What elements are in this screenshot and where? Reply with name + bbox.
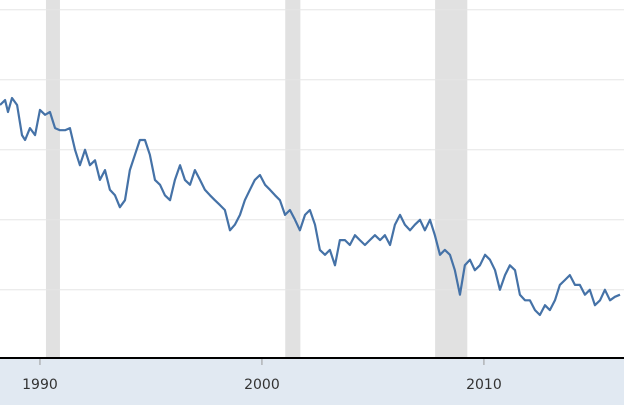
recession-band (285, 0, 301, 357)
recession-band (45, 0, 60, 357)
x-tick-label: 1990 (22, 377, 58, 393)
x-tick-label: 2000 (244, 377, 280, 393)
x-tick-label: 2010 (466, 377, 502, 393)
recession-band (435, 0, 468, 357)
x-axis-band (0, 358, 624, 405)
data-line (0, 96, 621, 317)
